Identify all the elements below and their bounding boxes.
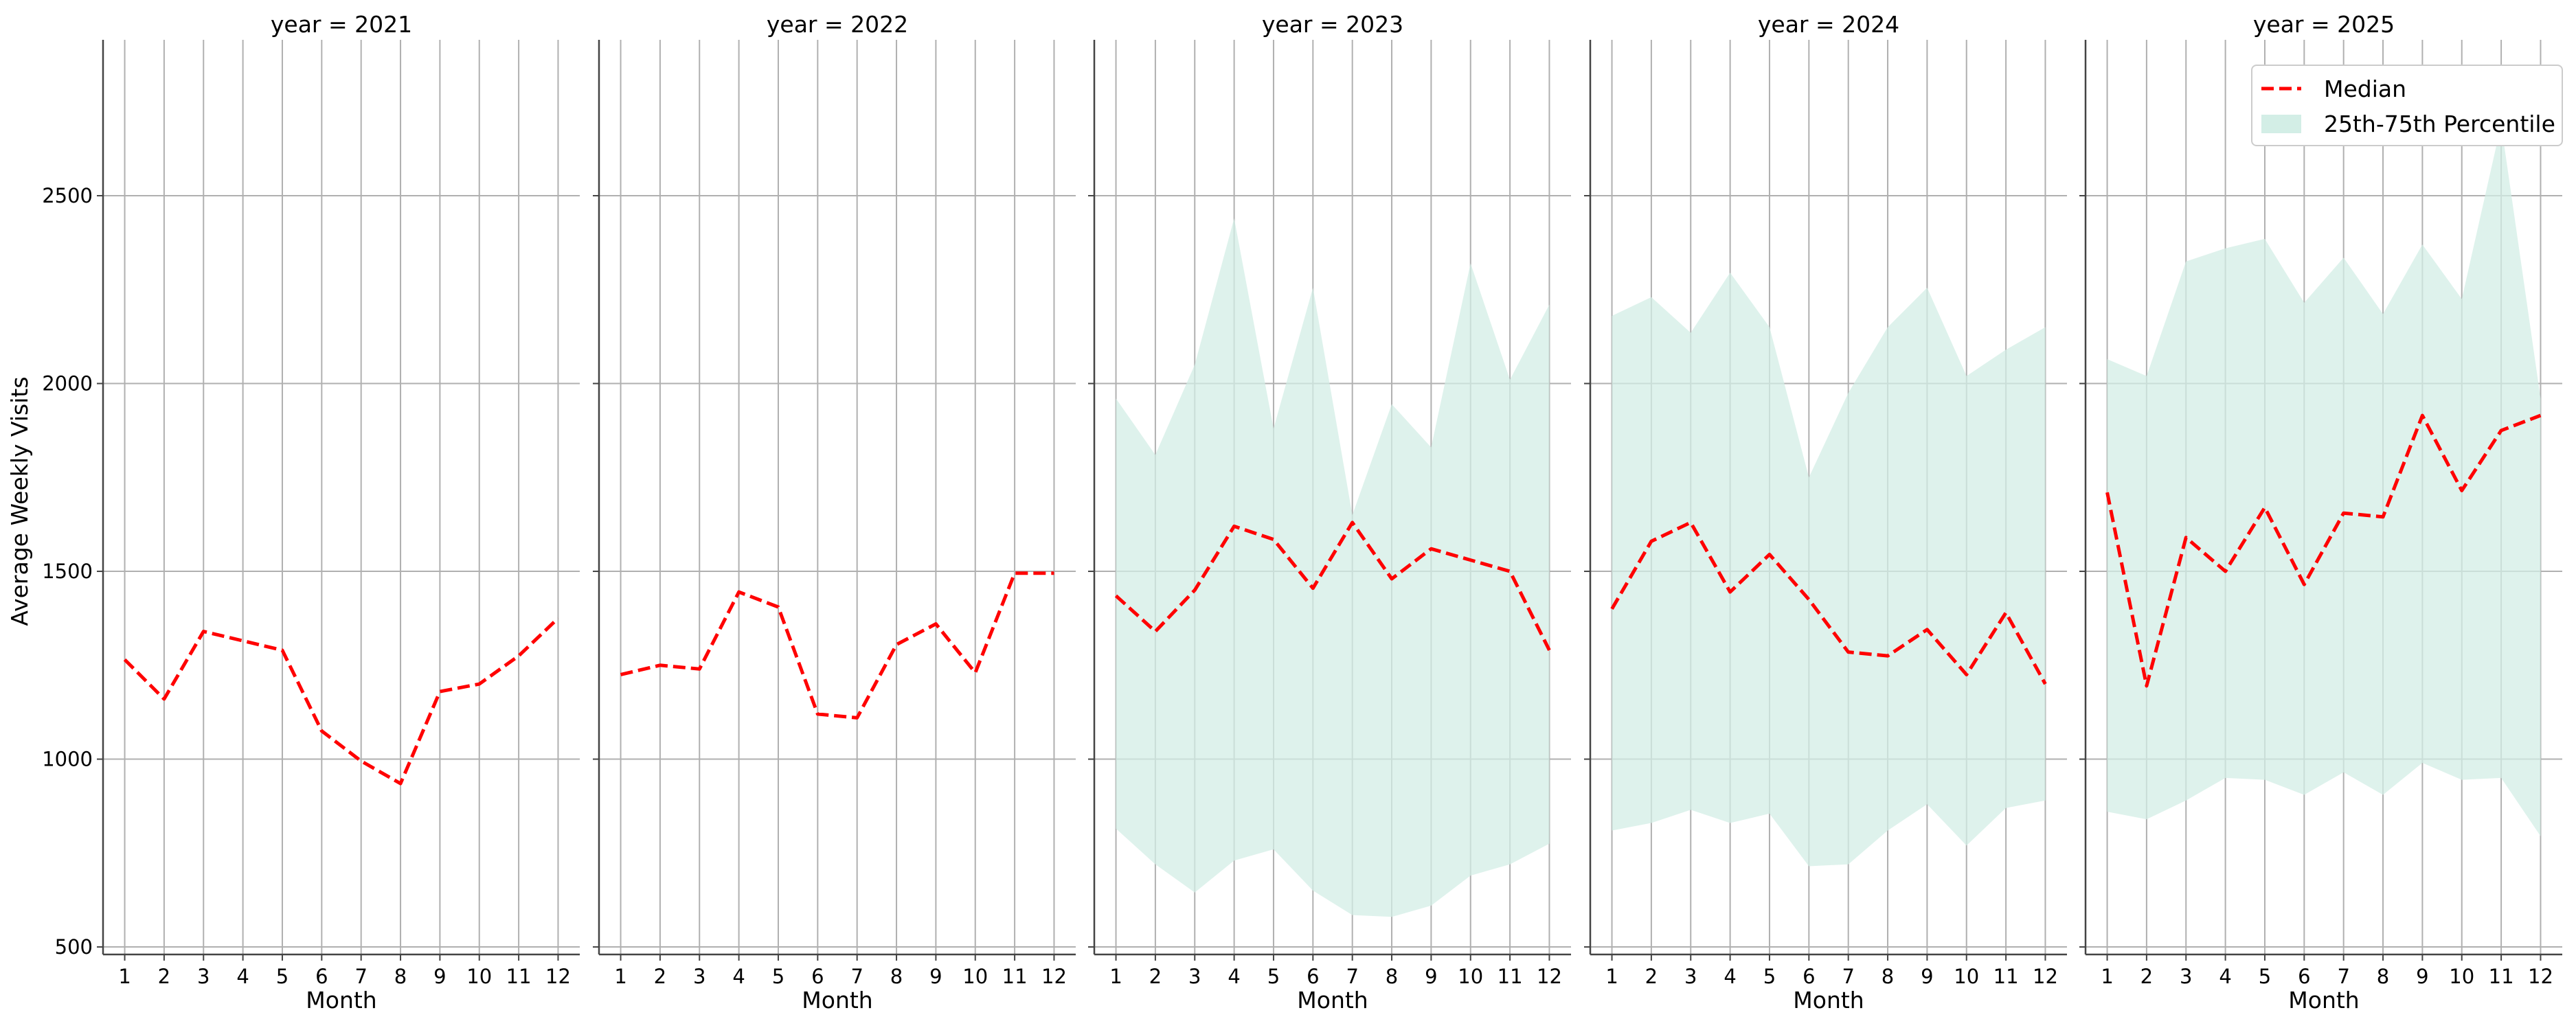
- legend-band-swatch: [2261, 115, 2301, 133]
- x-tick-label: 10: [1458, 965, 1483, 988]
- x-tick-label: 6: [2298, 965, 2310, 988]
- x-tick-label: 1: [1605, 965, 1618, 988]
- x-tick-label: 2: [1645, 965, 1658, 988]
- x-tick-label: 11: [1993, 965, 2019, 988]
- panel-title: year = 2022: [767, 11, 908, 38]
- x-tick-label: 2: [654, 965, 666, 988]
- x-tick-label: 8: [2377, 965, 2389, 988]
- x-tick-label: 12: [2528, 965, 2553, 988]
- x-tick-label: 8: [394, 965, 407, 988]
- median-line: [620, 571, 1054, 720]
- x-tick-label: 3: [1188, 965, 1201, 988]
- x-tick-label: 1: [1109, 965, 1122, 988]
- x-axis-title: Month: [306, 987, 376, 1014]
- x-tick-label: 1: [614, 965, 626, 988]
- x-tick-label: 6: [1803, 965, 1815, 988]
- x-tick-label: 12: [1041, 965, 1067, 988]
- x-tick-label: 8: [1386, 965, 1398, 988]
- x-tick-label: 2: [1149, 965, 1162, 988]
- median-line: [1610, 520, 2047, 685]
- x-tick-label: 11: [1002, 965, 1028, 988]
- x-tick-label: 10: [466, 965, 492, 988]
- x-tick-label: 3: [1684, 965, 1697, 988]
- median-line: [1114, 520, 1551, 652]
- x-tick-label: 6: [811, 965, 824, 988]
- panel-title: year = 2024: [1758, 11, 1899, 38]
- x-tick-label: 6: [315, 965, 328, 988]
- x-tick-label: 7: [1842, 965, 1854, 988]
- x-tick-label: 4: [1228, 965, 1240, 988]
- x-tick-label: 2: [158, 965, 170, 988]
- x-tick-label: 5: [1267, 965, 1280, 988]
- x-tick-label: 5: [1763, 965, 1776, 988]
- y-tick-label: 2500: [42, 184, 93, 207]
- y-tick-label: 1500: [42, 560, 93, 583]
- x-tick-label: 4: [236, 965, 249, 988]
- legend-frame: [2251, 65, 2563, 146]
- median-line: [2105, 413, 2542, 688]
- legend-band-label: 25th-75th Percentile: [2324, 111, 2555, 137]
- x-tick-label: 2: [2140, 965, 2153, 988]
- x-tick-label: 10: [2449, 965, 2474, 988]
- legend-median-label: Median: [2324, 76, 2406, 102]
- y-tick-label: 1000: [42, 748, 93, 771]
- x-tick-label: 11: [506, 965, 532, 988]
- x-tick-label: 9: [433, 965, 446, 988]
- x-tick-label: 12: [545, 965, 571, 988]
- y-axis-title: Average Weekly Visits: [6, 376, 33, 626]
- x-tick-label: 10: [1954, 965, 1979, 988]
- y-tick-label: 2000: [42, 372, 93, 396]
- x-tick-label: 11: [1498, 965, 1523, 988]
- x-tick-label: 11: [2489, 965, 2514, 988]
- percentile-band: [2107, 124, 2541, 836]
- x-tick-label: 10: [962, 965, 988, 988]
- x-tick-label: 9: [1425, 965, 1437, 988]
- x-tick-label: 7: [354, 965, 367, 988]
- x-tick-label: 5: [276, 965, 289, 988]
- x-tick-label: 1: [118, 965, 131, 988]
- x-tick-label: 4: [2219, 965, 2231, 988]
- x-tick-label: 1: [2101, 965, 2113, 988]
- x-axis-title: Month: [1793, 987, 1864, 1014]
- x-tick-label: 6: [1307, 965, 1319, 988]
- x-tick-label: 9: [929, 965, 942, 988]
- x-tick-label: 3: [693, 965, 705, 988]
- x-tick-label: 9: [1921, 965, 1933, 988]
- panel-title: year = 2025: [2253, 11, 2395, 38]
- x-tick-label: 7: [1346, 965, 1358, 988]
- x-tick-label: 12: [1537, 965, 1562, 988]
- x-tick-label: 7: [2337, 965, 2349, 988]
- x-axis-title: Month: [1297, 987, 1368, 1014]
- x-tick-label: 8: [890, 965, 903, 988]
- percentile-band: [1612, 273, 2046, 867]
- x-tick-label: 4: [732, 965, 745, 988]
- x-axis-title: Month: [802, 987, 872, 1014]
- x-axis-title: Month: [2288, 987, 2359, 1014]
- x-tick-label: 4: [1724, 965, 1736, 988]
- x-tick-label: 8: [1882, 965, 1894, 988]
- x-tick-label: 5: [772, 965, 784, 988]
- x-tick-label: 12: [2033, 965, 2058, 988]
- x-tick-label: 7: [850, 965, 863, 988]
- panel-title: year = 2023: [1262, 11, 1403, 38]
- legend: Median 25th-75th Percentile: [2251, 65, 2563, 146]
- x-tick-label: 3: [2180, 965, 2192, 988]
- x-tick-label: 5: [2259, 965, 2271, 988]
- x-tick-label: 9: [2416, 965, 2428, 988]
- percentile-band: [1116, 218, 1550, 917]
- y-tick-label: 500: [55, 935, 93, 959]
- x-tick-label: 3: [197, 965, 210, 988]
- panel-title: year = 2021: [271, 11, 412, 38]
- median-line: [123, 617, 560, 786]
